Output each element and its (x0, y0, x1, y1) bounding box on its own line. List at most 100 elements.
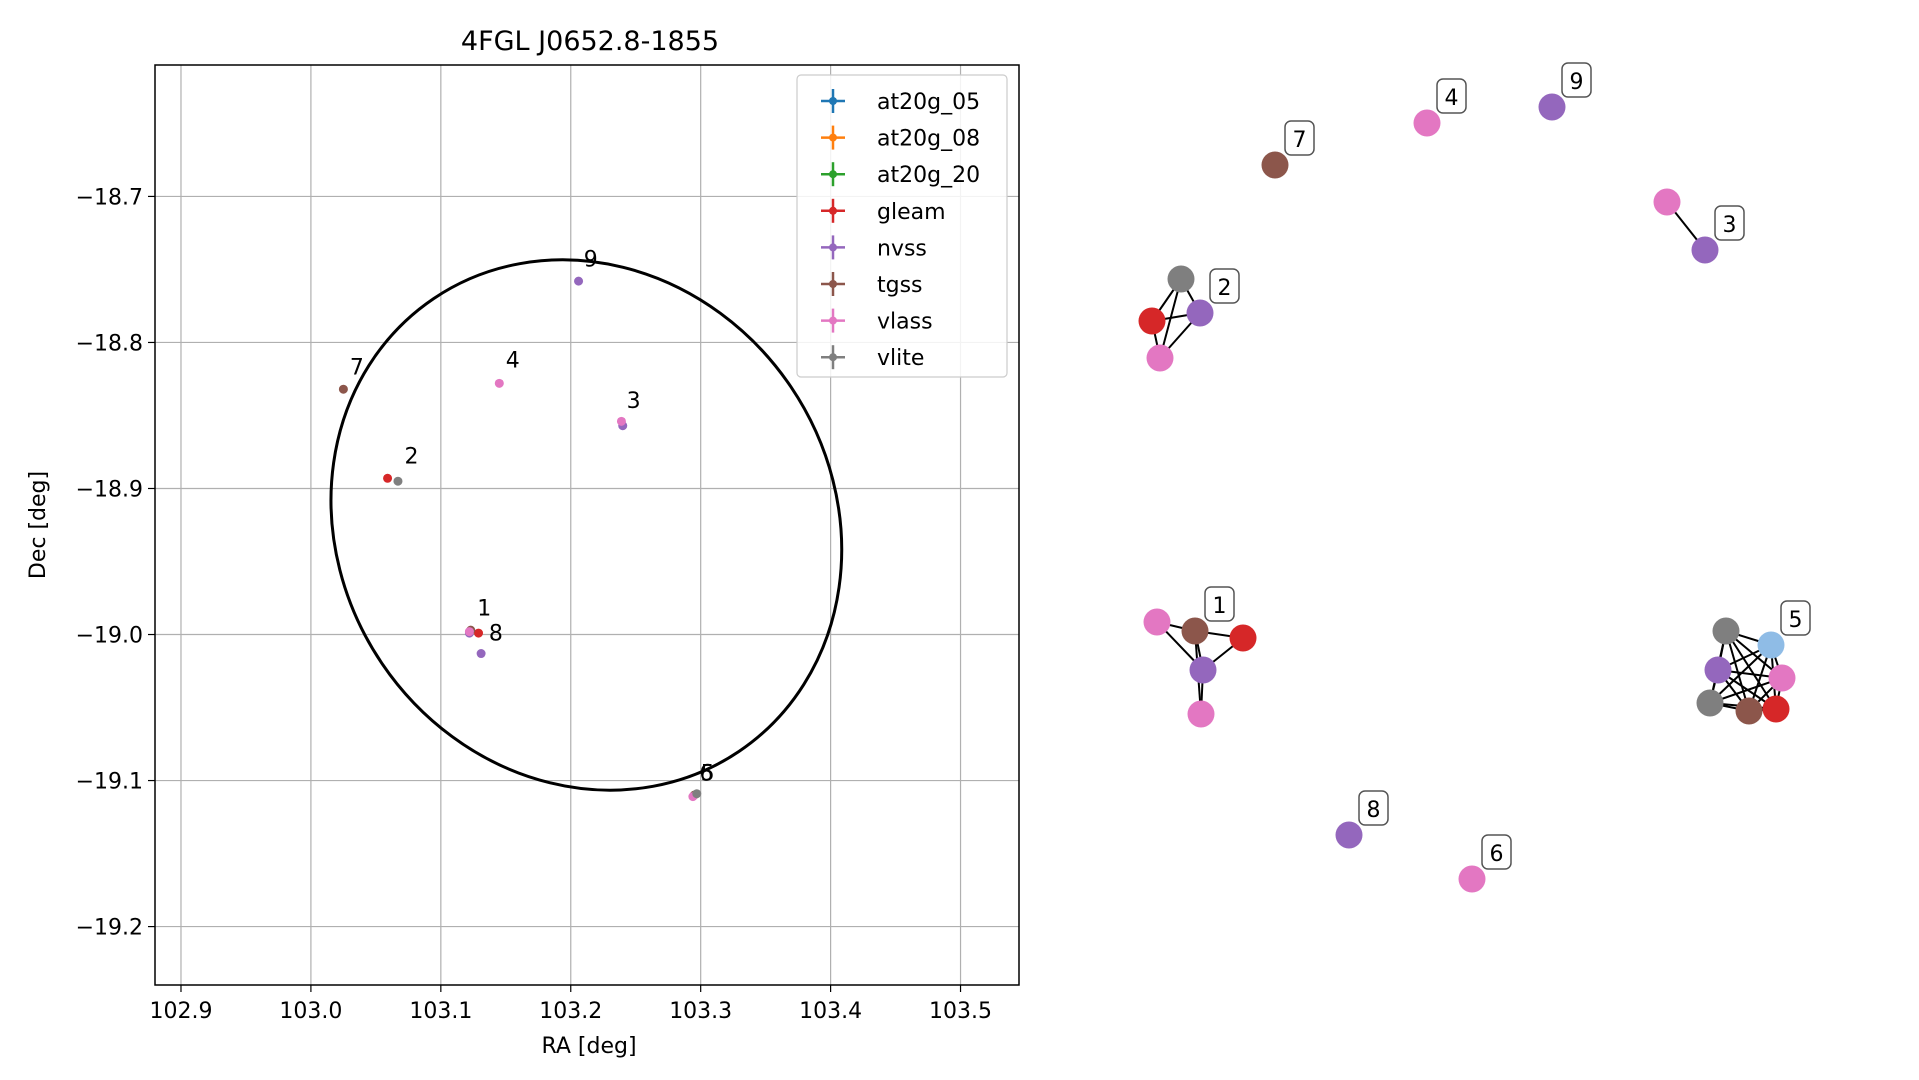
point-label: 4 (506, 348, 520, 373)
network-label-box (1209, 268, 1240, 304)
y-tick-label: −19.2 (76, 916, 143, 941)
y-tick-label: −18.9 (76, 477, 143, 502)
network-node (1653, 188, 1681, 216)
legend-box (796, 74, 1008, 378)
point-gleam (474, 628, 484, 638)
x-tick-label: 103.2 (539, 999, 602, 1024)
network-node (1181, 617, 1209, 645)
legend-label: at20g_05 (877, 90, 980, 115)
y-tick-label: −18.8 (76, 331, 143, 356)
point-label: 1 (477, 597, 491, 622)
network-node (1757, 631, 1785, 659)
point-label: 3 (627, 389, 641, 414)
network-label-2: 2 (1209, 268, 1240, 304)
network-label-box (1204, 586, 1235, 622)
network-node (1735, 697, 1763, 725)
network-label-text: 1 (1213, 594, 1227, 619)
point-vlass (494, 378, 504, 388)
network-node (1189, 656, 1217, 684)
network-label-6: 6 (1481, 834, 1512, 870)
x-tick-label: 103.1 (409, 999, 472, 1024)
network-node (1229, 624, 1257, 652)
legend-item-at20g-05: at20g_05 (821, 89, 980, 115)
error-ellipse (329, 258, 844, 792)
point-vlite (692, 789, 702, 799)
network-edge (1725, 630, 1777, 710)
network-node (1143, 608, 1171, 636)
legend-item-tgss: tgss (821, 272, 923, 298)
network-node (1413, 109, 1441, 137)
point-vlass (464, 627, 474, 637)
network-label-5: 5 (1780, 600, 1811, 636)
network-label-box (1284, 120, 1315, 156)
x-tick-label: 103.5 (929, 999, 992, 1024)
network-label-text: 3 (1723, 213, 1737, 238)
legend-item-nvss: nvss (821, 235, 927, 261)
legend-label: at20g_08 (877, 127, 980, 152)
point-label: 5 (701, 762, 715, 787)
y-axis-label: Dec [deg] (26, 471, 51, 579)
scatter-points (338, 276, 702, 802)
x-tick-label: 103.0 (279, 999, 342, 1024)
legend-marker-dot (829, 316, 837, 325)
point-tgss (338, 384, 348, 394)
legend-item-at20g-08: at20g_08 (821, 125, 980, 152)
point-vlite (393, 476, 403, 486)
network-label-box (1358, 790, 1389, 826)
legend-marker-dot (829, 97, 837, 105)
network-labels: 1 2 3 4 5 6 7 8 9 (1204, 62, 1811, 870)
y-tick-label: −19.1 (76, 770, 143, 795)
network-nodes (1138, 93, 1796, 893)
legend-item-at20g-20: at20g_20 (821, 162, 980, 188)
network-node (1762, 695, 1790, 723)
legend-marker-dot (829, 133, 837, 142)
network-label-7: 7 (1284, 120, 1315, 156)
network-label-8: 8 (1358, 790, 1389, 826)
legend-item-vlite: vlite (821, 345, 924, 371)
legend-marker-dot (829, 206, 837, 215)
y-tick-label: −19.0 (76, 624, 143, 649)
point-label: 9 (584, 248, 598, 273)
legend-marker-dot (829, 243, 837, 252)
network-label-box (1436, 78, 1467, 114)
network-node (1538, 93, 1566, 121)
network-label-9: 9 (1561, 62, 1592, 98)
legend-item-vlass: vlass (821, 308, 933, 335)
network-node (1146, 344, 1174, 372)
legend-label: tgss (877, 273, 923, 298)
legend-item-gleam: gleam (821, 198, 946, 225)
network-label-text: 7 (1293, 128, 1307, 153)
point-label: 2 (404, 445, 418, 470)
x-axis-label: RA [deg] (541, 1034, 636, 1059)
x-tick-label: 103.4 (799, 999, 862, 1024)
network-label-1: 1 (1204, 586, 1235, 622)
axis-ticks: 102.9 103.0 103.1 103.2 103.3 103.4 103.5 −18.7… (76, 185, 992, 1024)
network-node (1261, 151, 1289, 179)
ellipse-layer (329, 258, 844, 792)
network-label-text: 4 (1445, 86, 1459, 111)
point-label: 8 (489, 621, 503, 646)
network-node (1187, 700, 1215, 728)
legend-marker-dot (829, 353, 837, 362)
network-edge (1159, 278, 1182, 359)
point-nvss (574, 276, 584, 286)
network-node (1335, 821, 1363, 849)
network-label-text: 8 (1367, 798, 1381, 823)
network-label-text: 9 (1570, 70, 1584, 95)
point-vlass (616, 416, 626, 426)
network-node (1186, 299, 1214, 327)
legend-label: vlass (877, 310, 933, 335)
network-label-text: 5 (1789, 608, 1803, 633)
network-label-3: 3 (1714, 205, 1745, 241)
network-label-box (1561, 62, 1592, 98)
y-tick-label: −18.7 (76, 185, 143, 210)
network-node (1458, 865, 1486, 893)
point-annotations: 1 2 3 4 56 7 8 9 (350, 248, 715, 787)
chart-title: 4FGL J0652.8-1855 (461, 26, 719, 57)
network-label-box (1780, 600, 1811, 636)
x-tick-label: 102.9 (149, 999, 212, 1024)
network-label-text: 6 (1490, 842, 1504, 867)
network-node (1768, 664, 1796, 692)
